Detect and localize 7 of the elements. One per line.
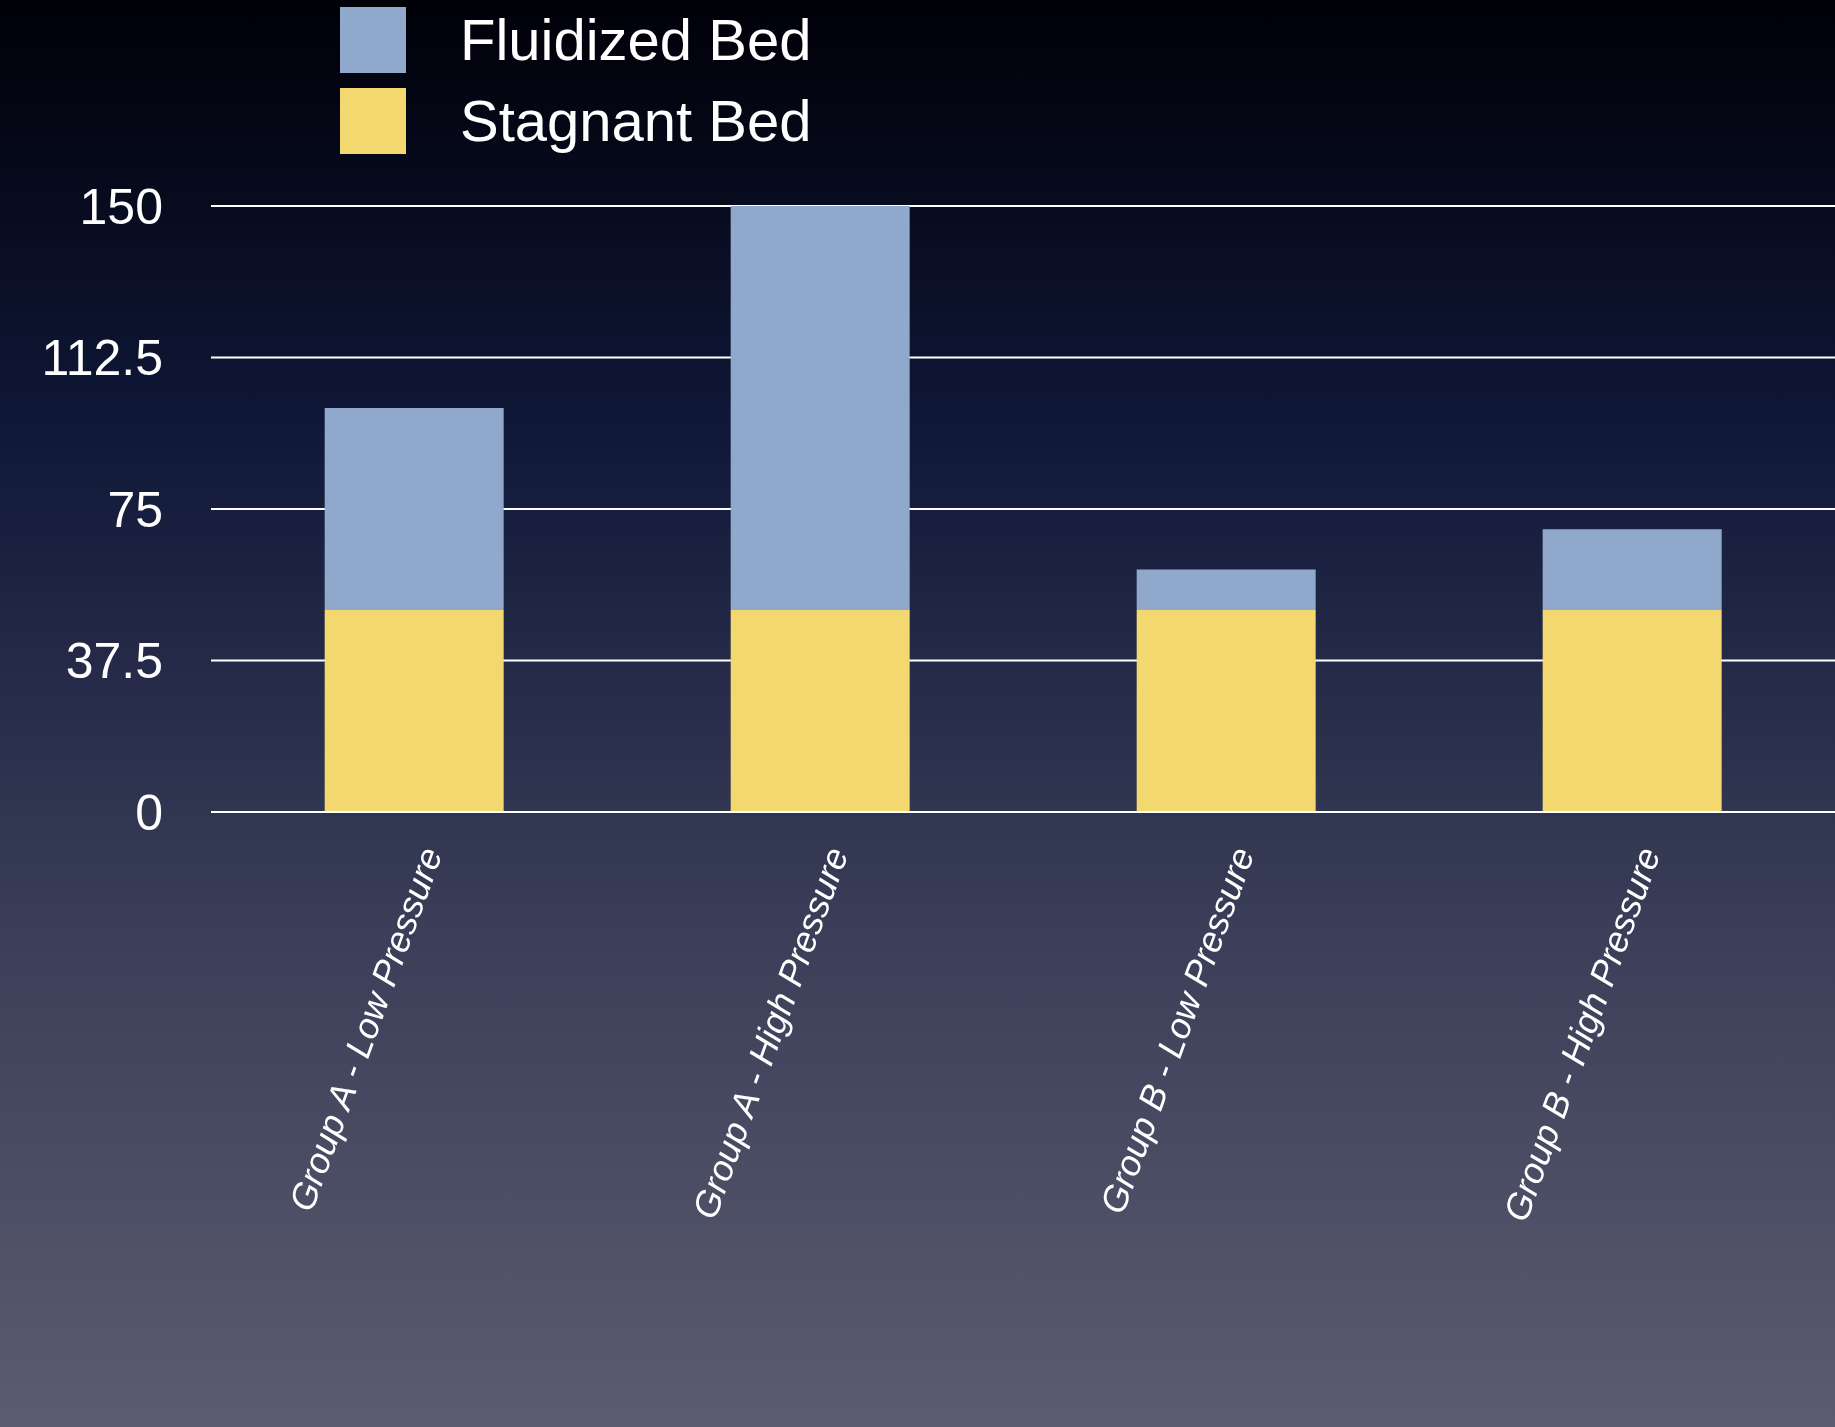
y-tick-label: 37.5 (65, 633, 163, 690)
legend-label: Stagnant Bed (460, 87, 812, 154)
y-tick-label: 150 (79, 178, 163, 235)
y-tick-label: 75 (107, 481, 163, 538)
y-tick-label: 112.5 (41, 330, 163, 387)
y-tick-label: 0 (135, 784, 163, 841)
legend-label: Fluidized Bed (460, 6, 812, 73)
